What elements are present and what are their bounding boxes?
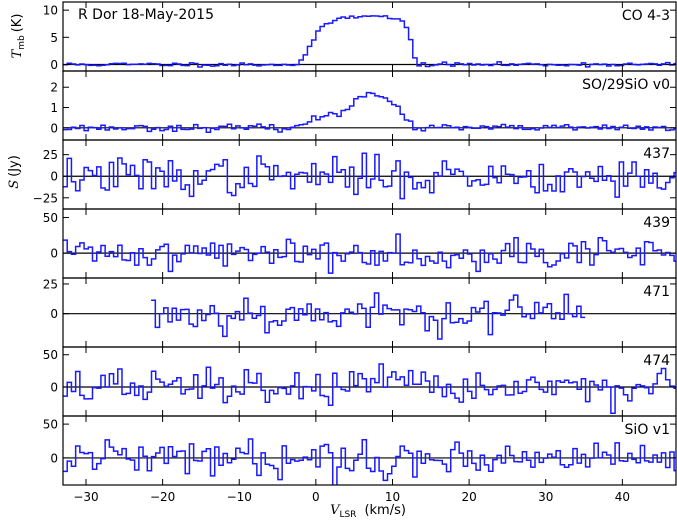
- panel-6: 0 50 474: [43, 346, 677, 417]
- spectrum-line: [151, 292, 586, 340]
- y-tick-label: 0: [50, 58, 58, 72]
- xlabel-sub: LSR: [339, 510, 356, 520]
- y-tick-label: 50: [43, 418, 58, 432]
- xlabel: VLSR (km/s): [330, 503, 406, 520]
- y-tick-label: 2: [50, 81, 58, 95]
- panel-label: 474: [643, 353, 670, 369]
- panel-frame: [62, 208, 677, 279]
- y-tick-label: 0: [50, 121, 58, 135]
- spectrum-line: [63, 438, 676, 485]
- panel-label: SiO v1: [625, 422, 670, 438]
- y-tick-label: 0: [50, 247, 58, 261]
- panel-7: 0 50 SiO v1: [43, 415, 677, 486]
- y-tick-label: 25: [43, 148, 58, 162]
- panel-label: SO/29SiO v0: [582, 77, 670, 93]
- panel-label: CO 4-3: [622, 8, 670, 24]
- ylabel-top-unit: (K): [10, 14, 25, 33]
- spectrum-line: [63, 91, 676, 133]
- svg-text:Tmb(K): Tmb (K): [10, 14, 27, 59]
- x-tick-label: 30: [538, 490, 553, 504]
- panel-frame: [62, 139, 677, 210]
- panel-label: 437: [643, 146, 670, 162]
- y-tick-label: 0: [50, 170, 58, 184]
- y-tick-label: 10: [43, 4, 58, 18]
- ylabel-mid-symbol: S: [7, 180, 22, 189]
- x-tick-label: −20: [150, 490, 175, 504]
- y-tick-label: 25: [43, 277, 58, 291]
- figure-header: R Dor 18-May-2015: [78, 7, 214, 23]
- xlabel-unit: (km/s): [364, 503, 406, 518]
- y-tick-label: 0: [50, 451, 58, 465]
- y-tick-label: 50: [43, 211, 58, 225]
- x-tick-label: 40: [615, 490, 630, 504]
- ylabel-top-sub: mb: [17, 35, 27, 50]
- panel-label: 439: [643, 215, 670, 231]
- y-tick-label: 50: [43, 348, 58, 362]
- ylabel-top: Tmb (K): [10, 14, 27, 59]
- spectrum-line: [63, 363, 676, 415]
- y-tick-label: 5: [50, 31, 58, 45]
- spectrum-line: [63, 152, 676, 200]
- x-tick-label: −30: [73, 490, 98, 504]
- ylabel-mid: S (Jy): [7, 155, 22, 189]
- panel-3: −25 0 25 437: [33, 139, 677, 210]
- y-tick-label: −25: [33, 191, 58, 205]
- panel-label: 471: [643, 284, 670, 300]
- x-tick-label: 10: [385, 490, 400, 504]
- y-tick-label: 0: [50, 307, 58, 321]
- panel-frame: [62, 415, 677, 486]
- spectrum-line: [63, 15, 676, 68]
- panel-2: 0 1 2 SO/29SiO v0: [50, 70, 677, 141]
- ylabel-mid-unit: (Jy): [7, 155, 22, 177]
- panel-4: 0 50 439: [43, 208, 677, 279]
- xlabel-symbol: V: [330, 503, 341, 518]
- panel-5: 0 25 471: [43, 277, 677, 348]
- x-tick-label: 0: [312, 490, 320, 504]
- spectrum-line: [63, 233, 676, 274]
- ylabel-top-symbol: T: [10, 48, 25, 58]
- y-tick-label: 1: [50, 101, 58, 115]
- y-tick-label: 0: [50, 380, 58, 394]
- panel-frame: [62, 346, 677, 417]
- x-tick-label: −10: [227, 490, 252, 504]
- svg-text:S(Jy): S (Jy): [7, 155, 22, 189]
- x-tick-label: 20: [461, 490, 476, 504]
